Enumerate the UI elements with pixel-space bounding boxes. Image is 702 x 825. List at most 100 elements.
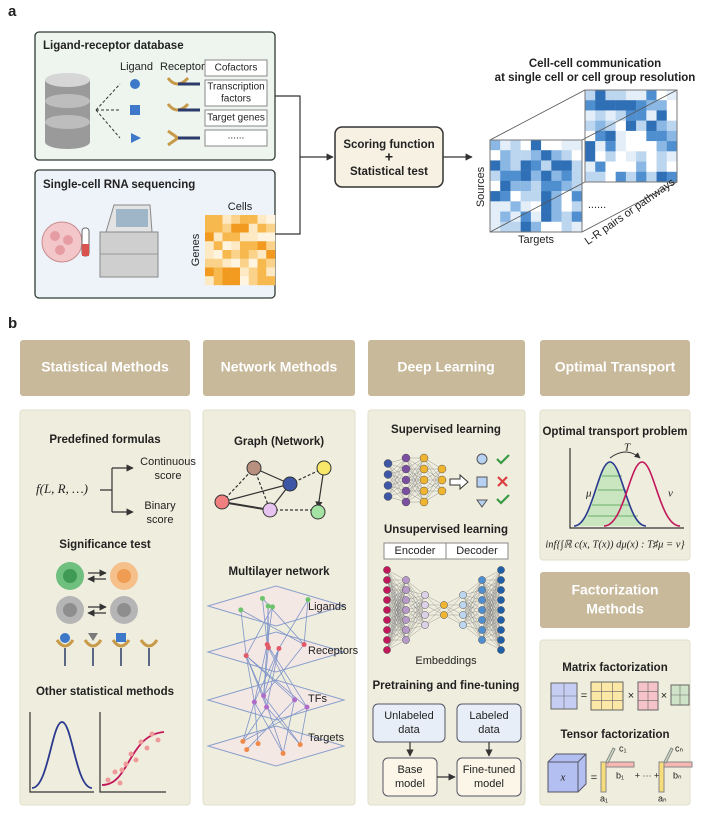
node	[269, 604, 275, 610]
heatmap-cell	[510, 140, 521, 151]
heatmap-cell	[666, 110, 678, 121]
outcome: Continuous	[140, 456, 196, 468]
heatmap-cell	[222, 258, 232, 268]
matrices	[550, 681, 690, 711]
edge	[423, 468, 443, 492]
heatmap-cell	[551, 191, 562, 202]
node	[401, 475, 411, 485]
node	[383, 492, 393, 501]
edge	[462, 579, 483, 606]
node	[497, 636, 505, 644]
heatmap-cell	[615, 110, 627, 121]
section-title: Significance test	[59, 539, 151, 551]
layer-label: Ligands	[308, 601, 347, 613]
heatmap-cell	[530, 140, 542, 151]
heatmap-cell	[500, 140, 511, 151]
heatmap-cell	[530, 150, 542, 161]
node	[276, 645, 282, 651]
heatmap-cell	[636, 151, 647, 162]
heatmap-cell	[205, 276, 214, 286]
edge	[386, 579, 407, 601]
section-title: Matrix factorization	[562, 662, 667, 674]
heatmap-cell	[605, 110, 616, 121]
heatmap-cell	[541, 191, 552, 202]
heatmap-cell	[520, 150, 532, 161]
node	[383, 626, 391, 634]
edge	[405, 468, 425, 503]
heatmap-cell	[561, 201, 572, 212]
heatmap-cell	[266, 223, 276, 233]
heatmap-cell	[248, 241, 258, 251]
edge	[481, 619, 502, 641]
box-text: data	[398, 724, 420, 736]
edge	[266, 648, 280, 708]
heatmap-cell	[205, 250, 214, 259]
node	[280, 750, 286, 756]
heatmap-cell	[585, 100, 596, 111]
edge	[462, 579, 483, 596]
node	[240, 738, 246, 744]
layer-plane	[206, 679, 346, 721]
edge	[387, 457, 407, 486]
node	[401, 486, 411, 496]
heatmap-cell	[257, 223, 267, 233]
heatmap-cell	[257, 215, 267, 224]
heatmap-cell	[257, 250, 267, 259]
nu-label: ν	[668, 488, 673, 500]
heatmap-cell	[585, 110, 596, 121]
heatmap	[205, 215, 276, 286]
tensor-x: x	[560, 772, 566, 784]
heatmap-cell	[231, 258, 241, 268]
frame	[489, 139, 583, 233]
heatmap-cell	[595, 161, 606, 172]
heatmap-cell	[222, 276, 232, 286]
heatmap-cell	[231, 241, 241, 251]
heatmap-cell	[551, 211, 562, 222]
layer-plane	[206, 725, 346, 767]
section-title: Predefined formulas	[49, 434, 160, 446]
node	[383, 646, 391, 654]
section-title: Supervised learning	[391, 424, 501, 436]
sequencing-title: Single-cell RNA sequencing	[43, 179, 195, 191]
database-title: Ligand-receptor database	[43, 40, 184, 52]
node	[402, 636, 410, 644]
node	[478, 606, 486, 614]
heatmap-cell	[646, 90, 657, 101]
factor-label: bₙ	[673, 770, 682, 780]
scoring-text: Scoring function	[343, 139, 434, 151]
edge	[254, 644, 268, 703]
matrix-stack	[489, 89, 678, 233]
edge	[581, 181, 678, 233]
edge	[462, 589, 483, 626]
heatmap-cell	[205, 232, 214, 242]
heatmap-cell	[541, 160, 552, 171]
heatmap-cell	[571, 170, 583, 182]
heatmap-cell	[248, 276, 258, 286]
receptor-icons	[166, 76, 200, 147]
header-text: Deep Learning	[397, 359, 494, 375]
heatmap-cell	[213, 223, 223, 233]
header-text: Optimal Transport	[555, 359, 676, 375]
heatmap-cell	[213, 250, 223, 259]
matrix	[590, 681, 624, 711]
factor-label: a₁	[600, 793, 608, 803]
heatmap-cell	[257, 232, 267, 242]
factor-label: cₙ	[675, 743, 684, 753]
sources-label: Sources	[475, 166, 487, 207]
heatmap-cell	[625, 100, 637, 111]
edge	[245, 655, 255, 703]
heatmap-cell	[561, 170, 572, 182]
edge	[278, 599, 309, 649]
scoring-text: +	[385, 149, 393, 165]
edge	[387, 468, 407, 497]
edge	[405, 457, 425, 492]
heatmap-cell	[571, 221, 583, 233]
header-text: Network Methods	[221, 359, 338, 375]
heatmap-cell	[205, 258, 214, 268]
box-text: data	[478, 724, 500, 736]
operator: =	[591, 772, 597, 784]
edge	[282, 699, 295, 754]
heatmap-cell	[625, 120, 637, 132]
embeddings-label: Embeddings	[415, 655, 477, 667]
heatmap-cell	[541, 221, 552, 233]
